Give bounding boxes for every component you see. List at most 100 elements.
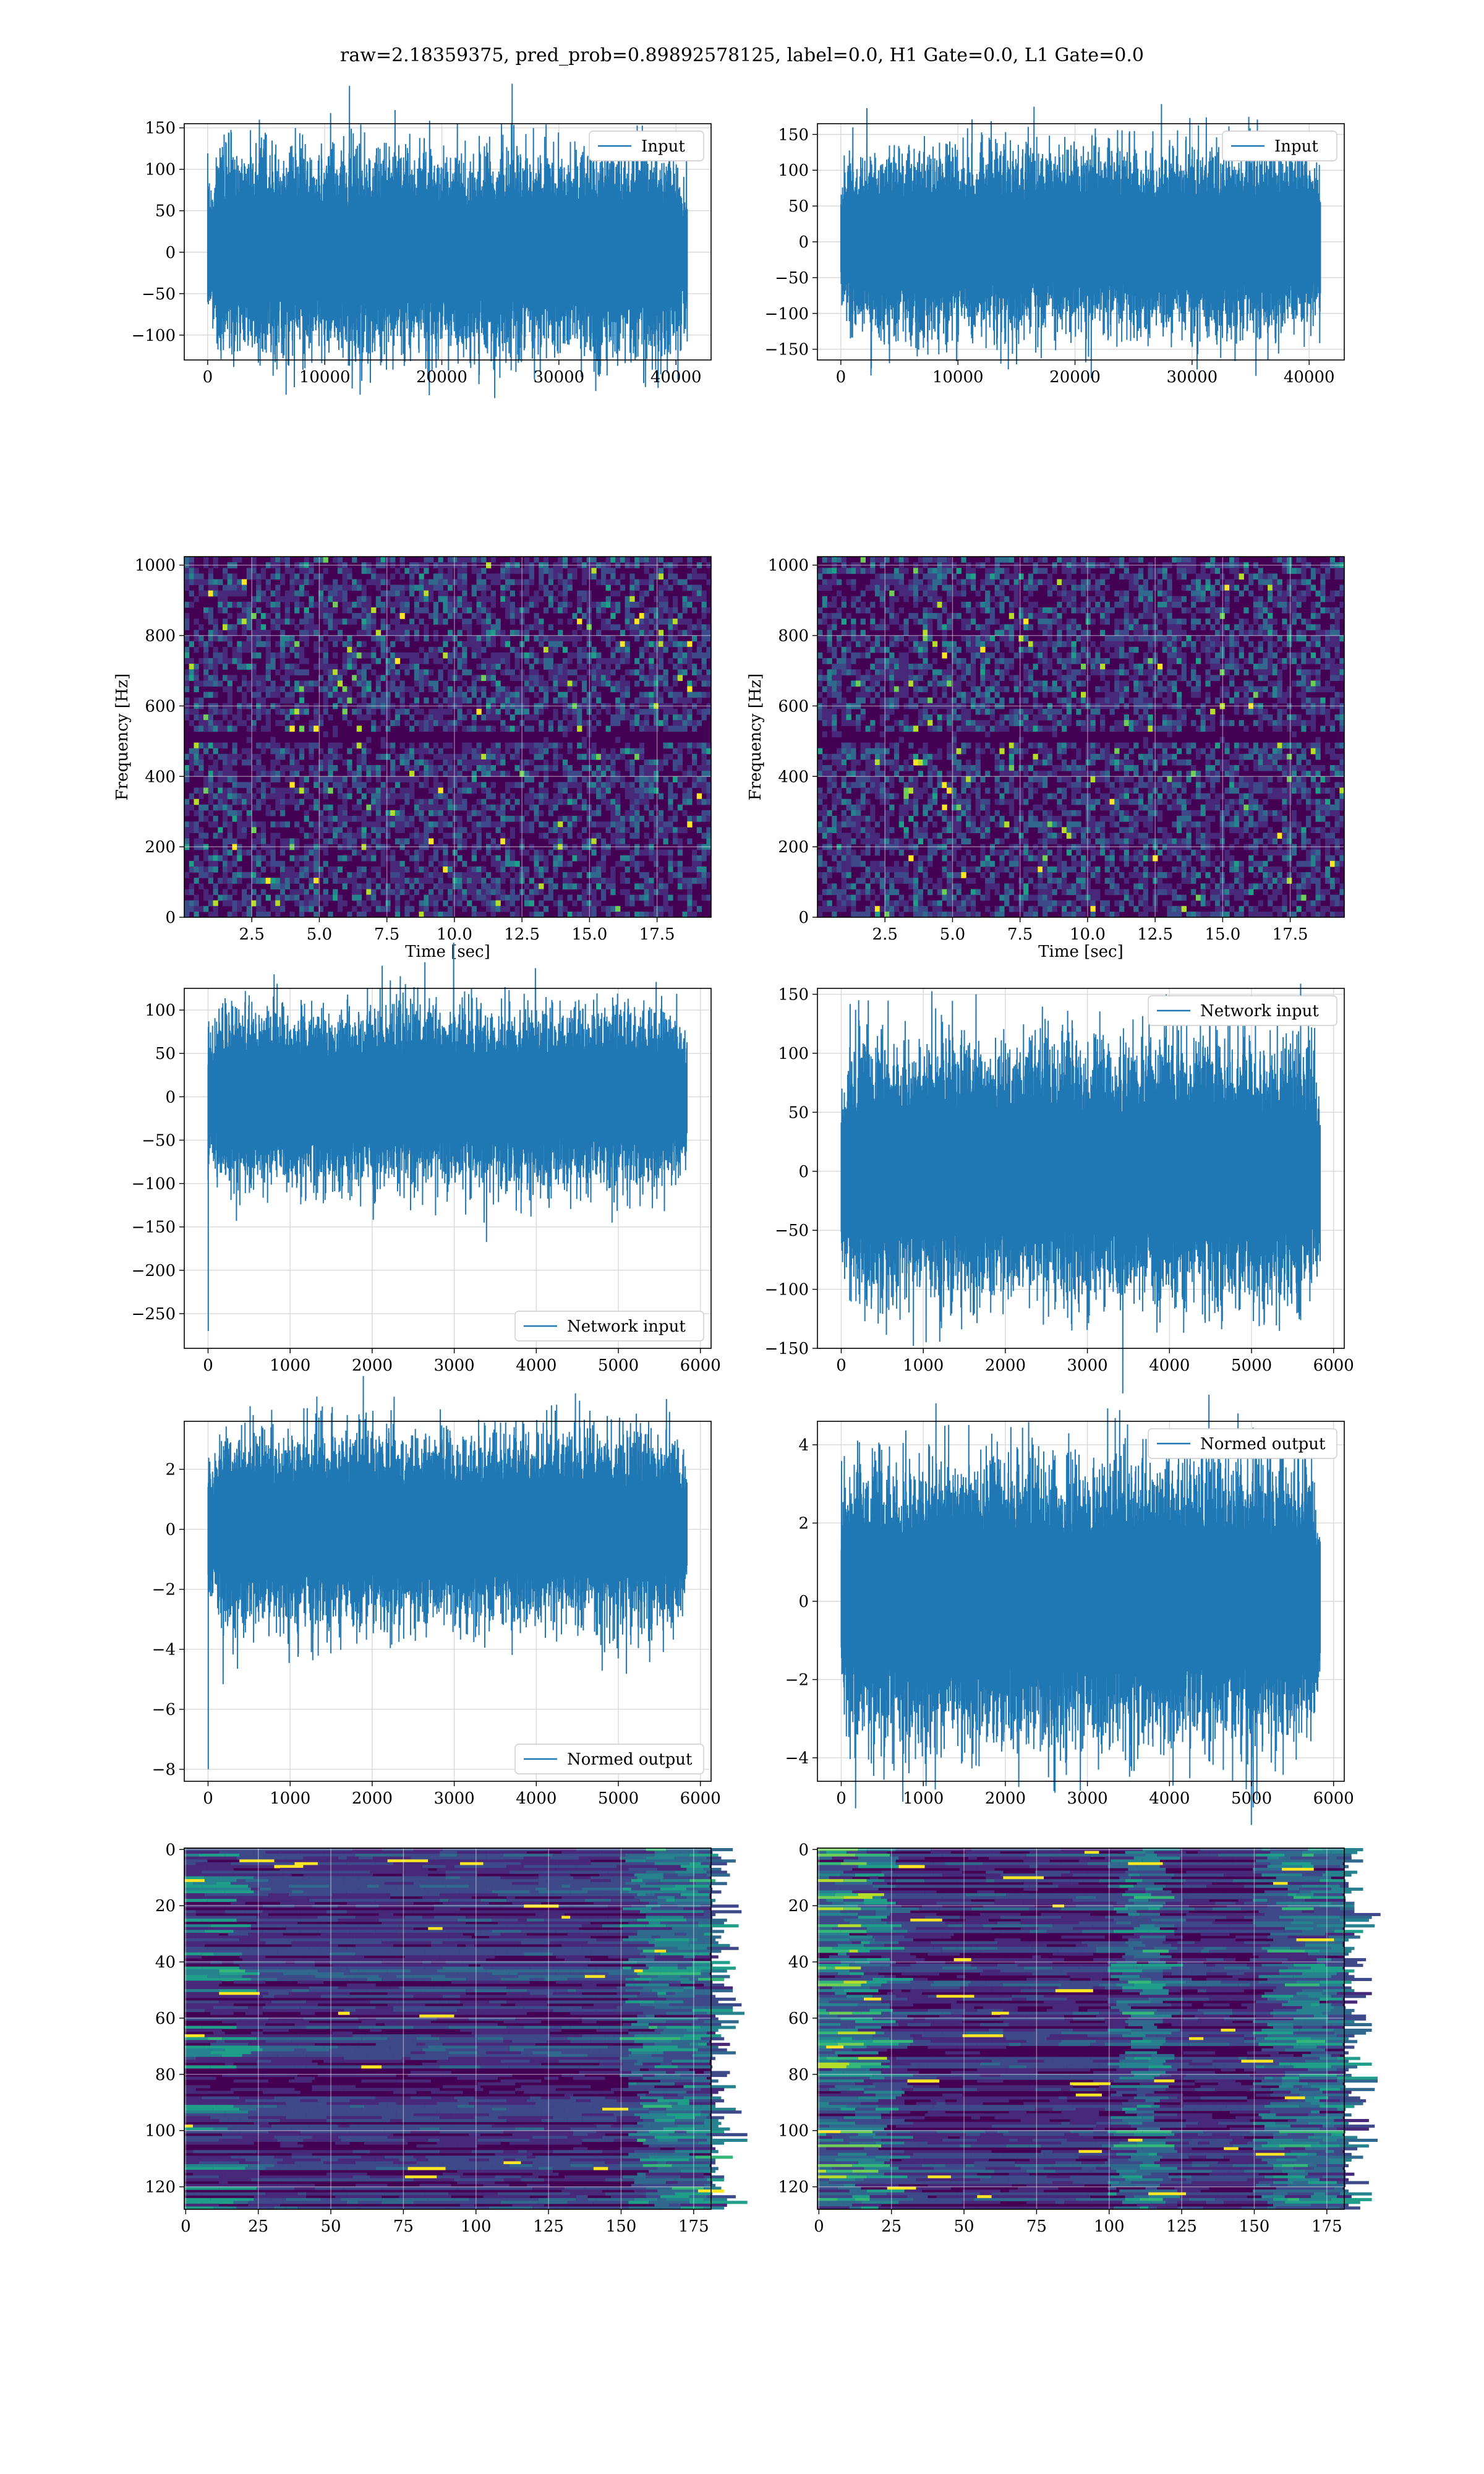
heat-cell xyxy=(237,601,242,608)
heat-cell xyxy=(572,714,578,721)
heat-cell xyxy=(471,562,477,568)
heat-cell xyxy=(514,646,520,653)
heat-cell xyxy=(203,658,209,664)
heat-cell xyxy=(227,810,232,816)
heat-cell xyxy=(1062,624,1067,630)
heat-cell xyxy=(524,579,530,586)
heat-cell xyxy=(241,680,247,687)
heat-cell xyxy=(481,596,487,602)
heat-cell xyxy=(333,703,338,709)
heat-cell xyxy=(1085,568,1091,574)
heat-cell xyxy=(543,652,549,659)
heat-cell xyxy=(1009,557,1015,563)
heat-cell xyxy=(246,607,252,614)
heat-cell xyxy=(634,883,640,889)
heat-cell xyxy=(1143,607,1148,614)
heat-cell xyxy=(476,596,482,602)
heat-cell xyxy=(706,607,712,614)
heat-cell xyxy=(414,703,420,709)
heat-cell xyxy=(184,584,190,591)
heat-cell xyxy=(490,900,496,907)
heat-cell xyxy=(189,675,194,681)
heat-cell xyxy=(649,618,654,625)
heat-cell xyxy=(371,793,377,800)
heat-cell xyxy=(419,669,424,675)
heat-cell xyxy=(1339,584,1345,591)
heat-cell xyxy=(500,878,506,884)
heat-cell xyxy=(246,821,252,828)
heat-cell xyxy=(889,590,895,597)
heat-cell xyxy=(572,771,578,777)
heat-cell xyxy=(457,855,463,862)
heat-cell xyxy=(313,782,319,789)
heat-cell xyxy=(333,867,338,873)
heat-cell xyxy=(841,618,846,625)
heat-cell xyxy=(1200,607,1206,614)
heat-cell xyxy=(342,709,348,715)
heat-cell xyxy=(918,568,923,574)
heat-cell xyxy=(558,568,563,574)
heat-cell xyxy=(1272,557,1278,563)
heat-cell xyxy=(361,590,367,597)
heat-cell xyxy=(596,810,602,816)
heat-cell xyxy=(433,793,439,800)
heat-cell xyxy=(390,703,396,709)
heat-cell xyxy=(265,849,271,856)
heat-cell xyxy=(514,709,520,715)
heat-cell xyxy=(424,821,429,828)
heat-cell xyxy=(471,905,477,912)
heat-cell xyxy=(438,838,443,845)
heat-cell xyxy=(1258,573,1263,580)
heat-cell xyxy=(457,872,463,878)
heat-cell xyxy=(429,911,434,918)
heat-cell xyxy=(256,709,262,715)
heat-cell xyxy=(1124,607,1129,614)
heat-cell xyxy=(649,630,654,636)
heat-cell xyxy=(649,669,654,675)
heat-cell xyxy=(677,714,683,721)
heat-cell xyxy=(409,821,415,828)
heat-cell xyxy=(289,889,295,896)
heat-cell xyxy=(1052,584,1057,591)
heat-cell xyxy=(1195,579,1201,586)
heat-cell xyxy=(1124,624,1129,630)
heat-cell xyxy=(870,568,876,574)
heat-cell xyxy=(279,652,286,659)
heat-cell xyxy=(189,889,194,896)
heat-cell xyxy=(663,821,668,828)
heat-cell xyxy=(438,894,443,901)
heat-cell xyxy=(380,720,386,726)
heat-cell xyxy=(505,816,511,822)
heat-cell xyxy=(639,624,645,630)
heat-cell xyxy=(1224,607,1230,614)
heat-cell xyxy=(198,787,204,794)
heat-cell xyxy=(347,844,352,850)
heat-cell xyxy=(654,675,659,681)
heat-cell xyxy=(313,720,319,726)
heat-cell xyxy=(1004,630,1010,636)
heat-cell xyxy=(356,613,362,619)
heat-cell xyxy=(270,849,276,856)
heat-cell xyxy=(701,867,707,873)
heat-cell xyxy=(313,804,319,811)
heat-cell xyxy=(375,765,382,771)
heat-cell xyxy=(1329,613,1336,619)
heat-cell xyxy=(275,562,281,568)
heat-cell xyxy=(605,782,611,789)
heat-cell xyxy=(1334,607,1340,614)
heat-cell xyxy=(184,697,190,704)
heat-cell xyxy=(654,607,659,614)
heat-cell xyxy=(232,630,237,636)
heat-cell xyxy=(586,641,592,648)
heat-cell xyxy=(318,557,324,563)
heat-cell xyxy=(1296,630,1302,636)
heat-cell xyxy=(543,771,549,777)
heat-cell xyxy=(591,782,597,789)
heat-cell xyxy=(539,849,544,856)
heat-cell xyxy=(213,900,218,907)
heat-cell xyxy=(658,635,664,642)
heat-cell xyxy=(299,726,305,732)
heat-cell xyxy=(462,680,467,687)
heat-cell xyxy=(289,568,295,574)
